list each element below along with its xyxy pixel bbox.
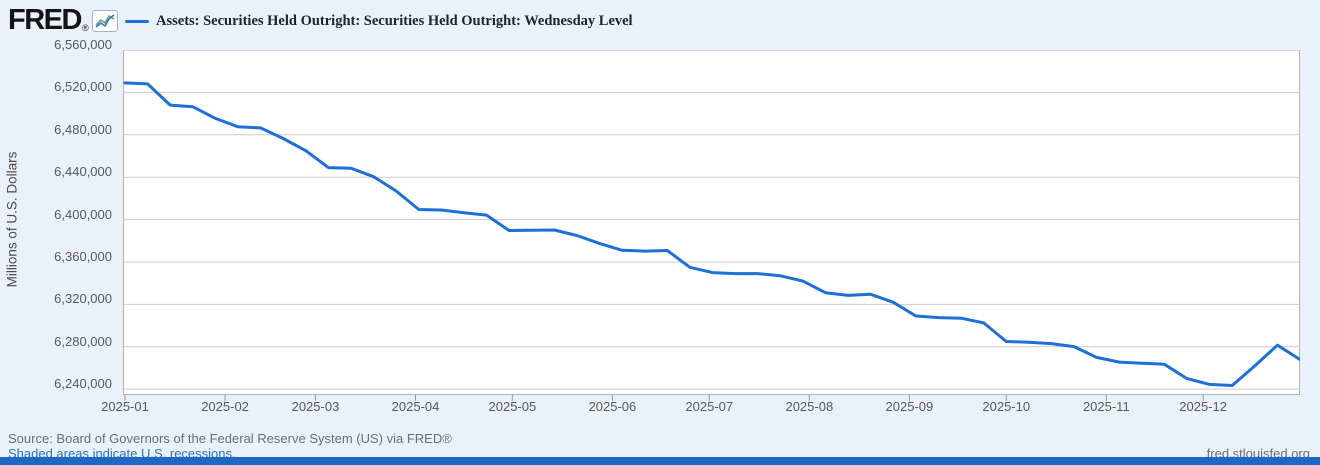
series-legend-label: Assets: Securities Held Outright: Securi… [156,13,633,29]
plot-area[interactable] [123,50,1300,403]
x-axis-tick-label: 2025-03 [291,399,340,414]
x-axis-tick-label: 2025-05 [488,399,537,414]
x-axis-tick-label: 2025-12 [1179,399,1228,414]
y-axis-tick-label: 6,320,000 [54,291,112,307]
x-axis-tick-label: 2025-08 [785,399,834,414]
x-axis-tick-label: 2025-06 [588,399,637,414]
y-axis-tick-label: 6,240,000 [54,376,112,392]
y-axis-tick-label: 6,440,000 [54,164,112,180]
x-axis-tick-label: 2025-02 [201,399,249,414]
series-line [123,81,1300,387]
fred-logo-registered-mark: ® [81,23,89,33]
x-axis-tick-label: 2025-04 [391,399,440,414]
fred-logo-text: FRED [8,4,82,36]
x-axis-tick-label: 2025-09 [885,399,934,414]
y-axis-tick-label: 6,520,000 [54,79,112,95]
y-axis-tick-label: 6,280,000 [54,333,112,349]
source-note: Source: Board of Governors of the Federa… [8,431,452,446]
y-axis-tick-label: 6,480,000 [54,121,112,137]
y-axis-tick-label: 6,560,000 [54,37,112,52]
fred-sparkline-icon [91,9,118,32]
series-legend: Assets: Securities Held Outright: Securi… [125,13,633,30]
fred-logo[interactable]: FRED ® [8,4,118,37]
y-axis-tick-label: 6,360,000 [54,248,112,264]
x-axis-tick-label: 2025-10 [982,399,1031,414]
x-axis-tick-label: 2025-07 [685,399,734,414]
y-axis-tick-label: 6,400,000 [54,206,112,222]
x-axis-tick-label: 2025-01 [101,399,149,414]
x-axis-tick-label: 2025-11 [1082,399,1130,414]
bottom-accent-bar [0,457,1320,465]
series-legend-swatch [125,20,149,23]
